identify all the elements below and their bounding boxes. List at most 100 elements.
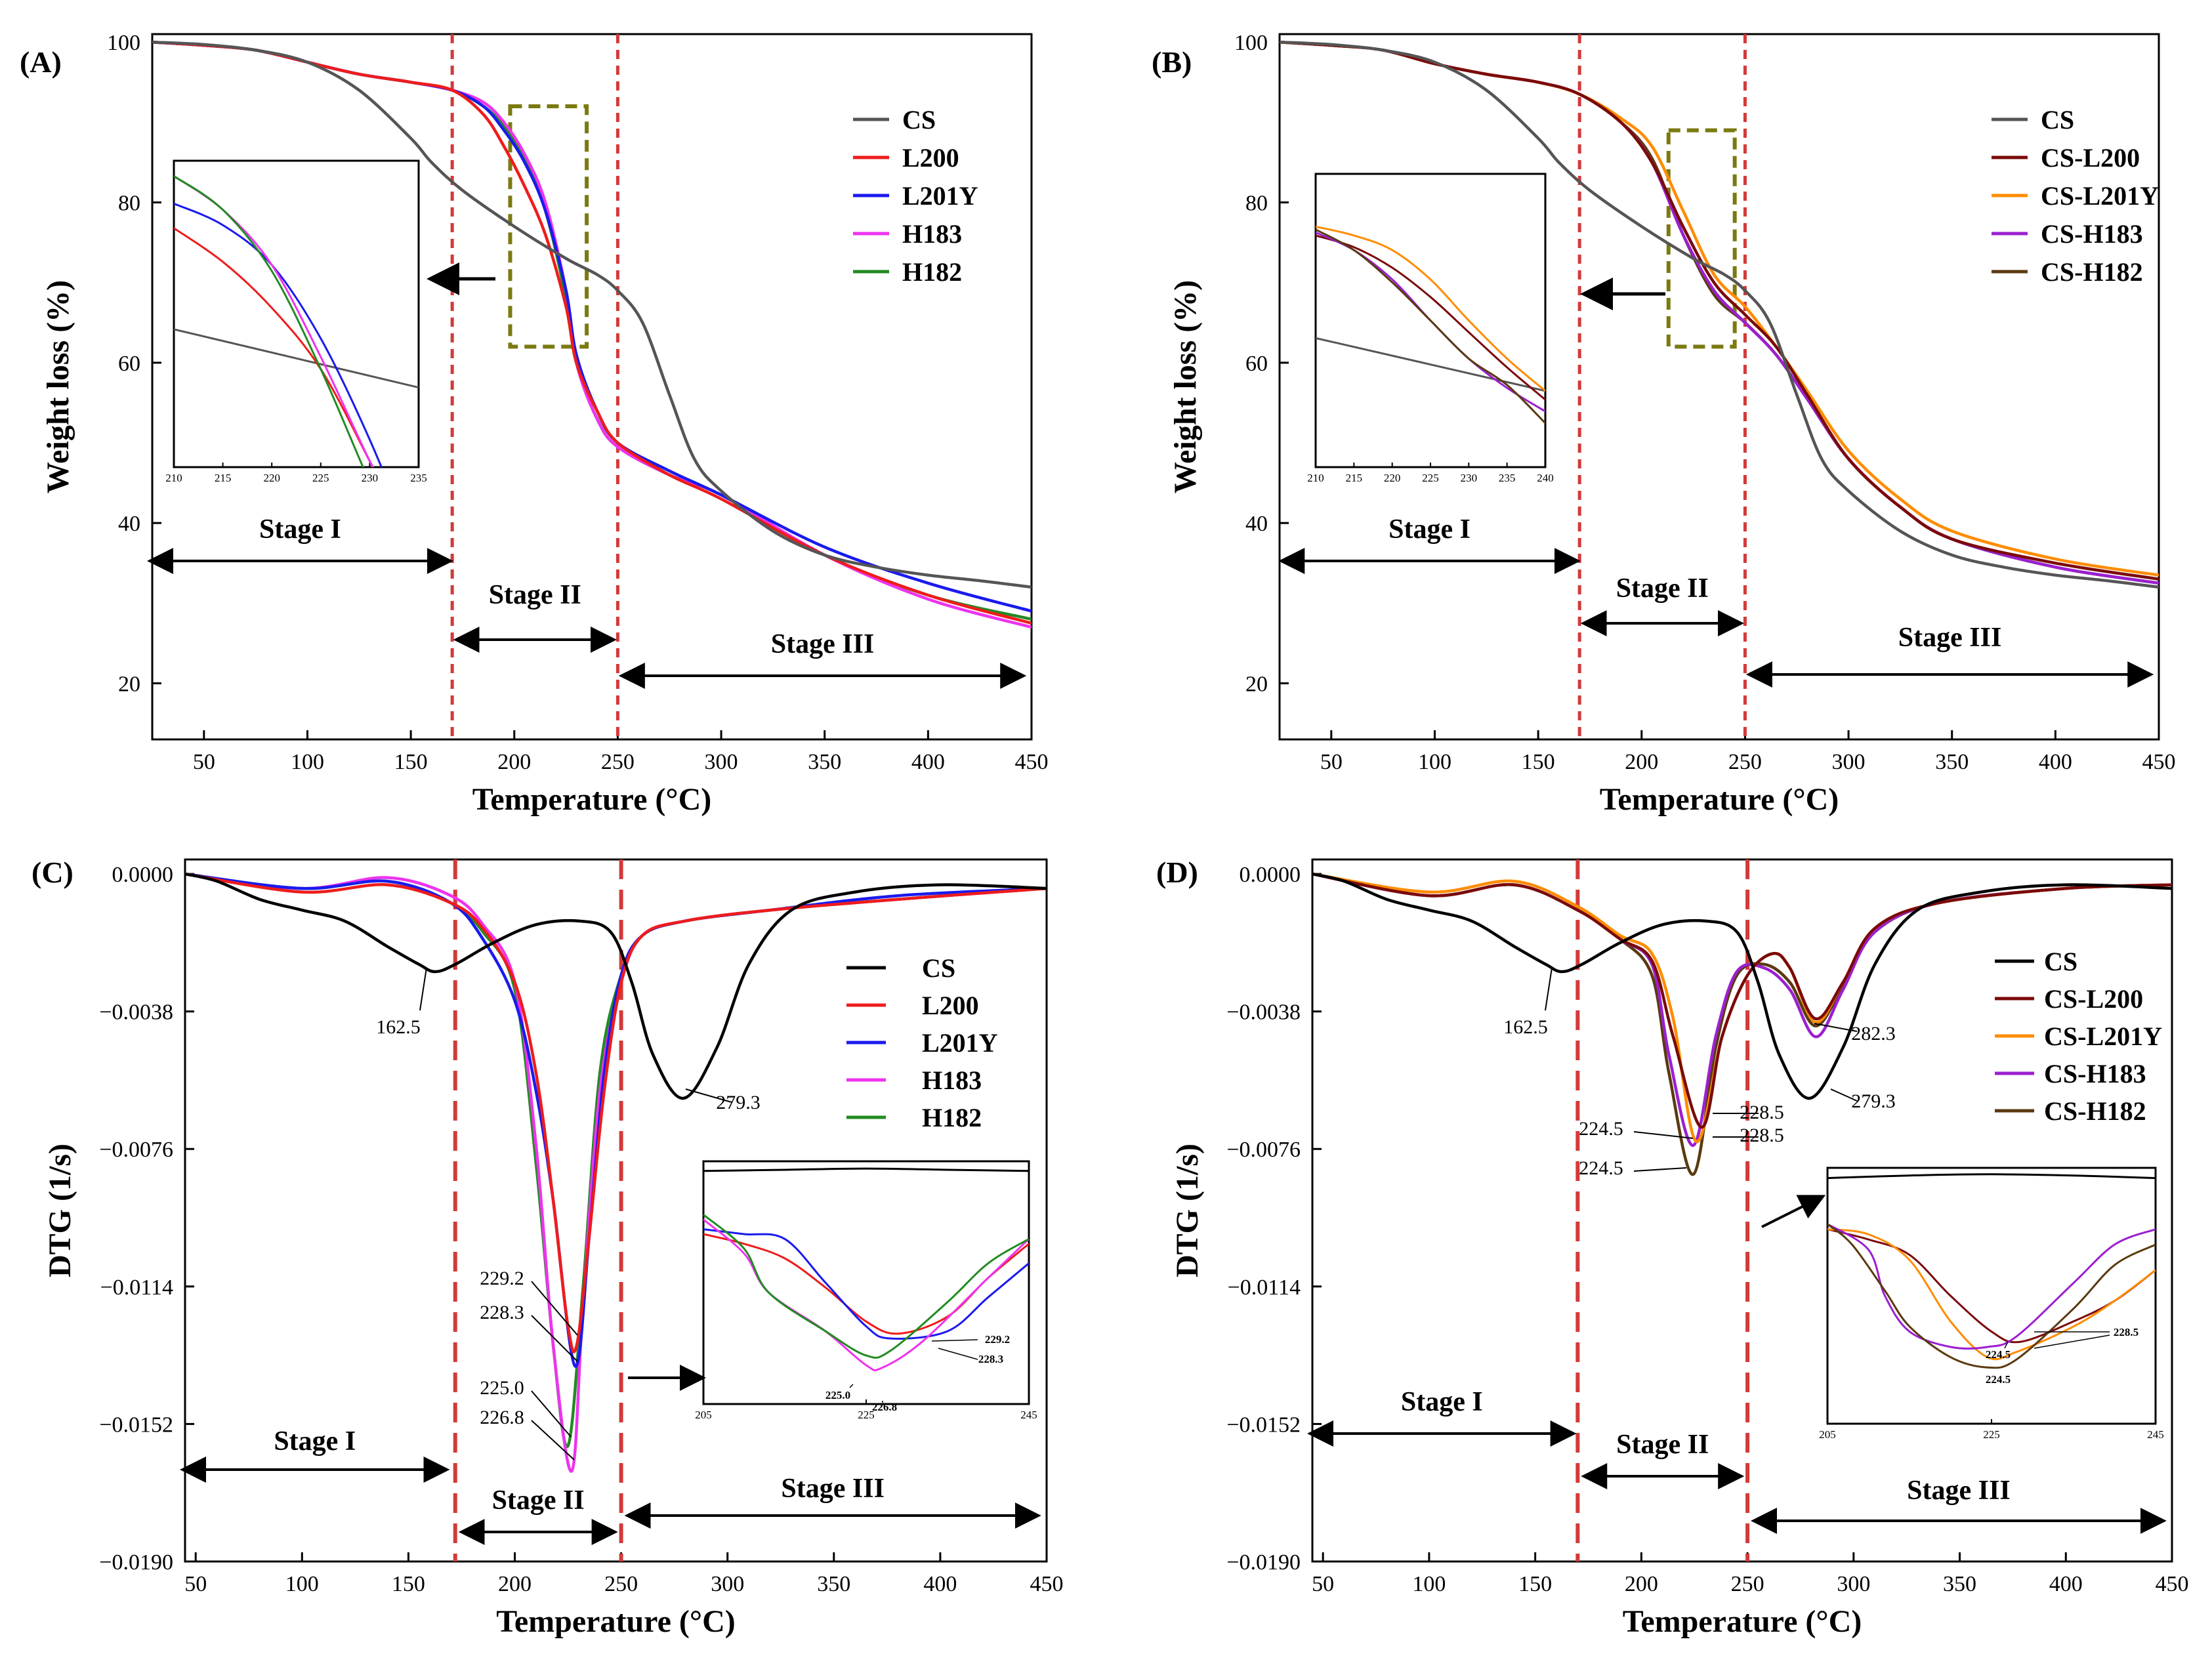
- x-tick-label: 250: [604, 1572, 638, 1596]
- inset-line-cs: [1316, 337, 1545, 392]
- series-line-cs-l200: [1312, 872, 2172, 1129]
- legend-entry: CS-L200: [2041, 143, 2140, 173]
- series-group: [1280, 40, 2159, 589]
- peak-annotation: 279.3: [1851, 1090, 1896, 1112]
- y-tick-label: −0.0114: [100, 1275, 173, 1300]
- inset-annotation-leader: [849, 1384, 854, 1388]
- x-tick-label: 300: [1832, 750, 1866, 774]
- series-line-cs: [1312, 872, 2172, 1100]
- inset-peak-annotation: 228.5: [2114, 1326, 2139, 1338]
- inset-line-cs-h182: [1316, 228, 1545, 424]
- annotation-leader: [419, 967, 427, 1011]
- panel-a: (A) 50 100 150 200 250 300 350 400 450 20 40 60 80 100…: [20, 31, 1049, 817]
- x-tick-label: 100: [291, 750, 324, 774]
- annotation-leader: [1545, 967, 1553, 1011]
- x-tick-label: 200: [497, 750, 531, 774]
- x-tick-label: 350: [817, 1572, 850, 1596]
- inset-frame: [173, 159, 420, 468]
- annotation-leader: [1830, 1088, 1858, 1102]
- peak-annotation: 229.2: [480, 1268, 524, 1289]
- legend-entry: L200: [922, 991, 979, 1020]
- y-tick-label: 80: [118, 192, 140, 216]
- panel-letter: (A): [20, 45, 62, 79]
- inset-tick-label: 220: [263, 472, 280, 484]
- inset-tick-label: 235: [410, 472, 427, 484]
- legend-entry: CS: [2044, 947, 2077, 976]
- peak-annotation: 162.5: [1503, 1016, 1548, 1038]
- y-tick-label: 0.0000: [112, 863, 174, 887]
- y-tick-label: 20: [118, 672, 140, 696]
- x-tick-label: 150: [394, 750, 428, 774]
- y-tick-label: −0.0038: [99, 1001, 173, 1025]
- inset: 210 215 220 225 230 235: [165, 159, 427, 484]
- x-tick-label: 150: [1518, 1572, 1552, 1596]
- x-tick-label: 250: [1728, 750, 1762, 774]
- inset-line-cs-h182: [1827, 1223, 2156, 1369]
- legend-entry: CS-L201Y: [2044, 1022, 2162, 1051]
- inset-peak-annotation: 224.5: [1986, 1348, 2011, 1361]
- y-tick-label: −0.0076: [99, 1138, 173, 1162]
- inset: 210 215 220 225 230 235 240: [1307, 173, 1554, 484]
- annotation-leader: [531, 1390, 572, 1437]
- stage-label: Stage II: [489, 580, 581, 610]
- inset-line-h182: [703, 1214, 1029, 1359]
- x-tick-label: 50: [184, 1572, 207, 1596]
- y-tick-label: 100: [107, 31, 140, 55]
- inset-peak-annotation: 229.2: [985, 1333, 1010, 1346]
- x-tick-label: 400: [2039, 750, 2072, 774]
- peak-annotation: 228.5: [1740, 1125, 1784, 1146]
- plot-frame: [1311, 858, 2173, 1563]
- inset-line-cs-h183: [1827, 1223, 2156, 1350]
- series-line-l200: [152, 40, 1032, 625]
- panel-b: (B) 50 100 150 200 250 300 350 400 450 20 40 60 80 100…: [1152, 31, 2176, 817]
- annotation-leader: [1814, 1023, 1858, 1032]
- x-tick-label: 150: [1522, 750, 1555, 774]
- legend-entry: CS-H183: [2041, 219, 2143, 249]
- inset-arrow: [1761, 1195, 1826, 1228]
- series-group: [152, 40, 1032, 629]
- x-tick-label: 450: [2156, 1572, 2189, 1596]
- inset-tick-label: 230: [362, 472, 379, 484]
- peak-annotation: 224.5: [1579, 1118, 1623, 1140]
- inset-tick-label: 205: [1819, 1428, 1836, 1441]
- x-tick-label: 200: [1625, 750, 1658, 774]
- plot-frame: [1278, 33, 2160, 741]
- x-tick-label: 400: [911, 750, 945, 774]
- legend-entry: CS-H182: [2044, 1096, 2146, 1126]
- inset-frame: [702, 1160, 1030, 1405]
- x-tick-label: 350: [808, 750, 841, 774]
- annotation-leader: [1633, 1131, 1694, 1139]
- inset-peak-annotation: 224.5: [1986, 1373, 2011, 1386]
- legend-entry: CS-L200: [2044, 984, 2143, 1014]
- inset-tick-label: 225: [312, 472, 329, 484]
- legend-entry: CS: [902, 105, 936, 134]
- inset-series-group: [703, 1167, 1029, 1372]
- peak-annotation: 226.8: [480, 1407, 524, 1428]
- x-tick-label: 250: [1731, 1572, 1764, 1596]
- series-line-cs: [152, 40, 1032, 589]
- peak-annotation: 282.3: [1851, 1023, 1896, 1044]
- peak-annotation: 162.5: [376, 1016, 421, 1038]
- annotation-leader: [531, 1420, 575, 1460]
- x-axis-title: Temperature (°C): [1600, 782, 1839, 817]
- x-axis-title: Temperature (°C): [1623, 1604, 1862, 1639]
- x-tick-label: 200: [1625, 1572, 1658, 1596]
- inset-line-h183: [703, 1218, 1029, 1372]
- legend-entry: H183: [922, 1065, 982, 1095]
- series-group: [1312, 872, 2172, 1176]
- legend-entry: L201Y: [902, 181, 978, 211]
- y-tick-label: −0.0190: [1226, 1550, 1301, 1575]
- inset-line-cs-l200: [1827, 1228, 2156, 1344]
- panel-letter: (D): [1156, 856, 1198, 889]
- panel-letter: (C): [31, 856, 73, 889]
- x-tick-label: 350: [1935, 750, 1969, 774]
- inset-tick-label: 245: [2147, 1428, 2164, 1441]
- inset-frame: [1826, 1167, 2157, 1425]
- y-tick-label: −0.0114: [1228, 1275, 1301, 1300]
- legend-entry: H182: [922, 1103, 982, 1132]
- zoom-box: [508, 104, 589, 349]
- x-tick-label: 50: [193, 750, 215, 774]
- plot-frame: [151, 33, 1033, 741]
- inset-line-h182: [174, 175, 364, 467]
